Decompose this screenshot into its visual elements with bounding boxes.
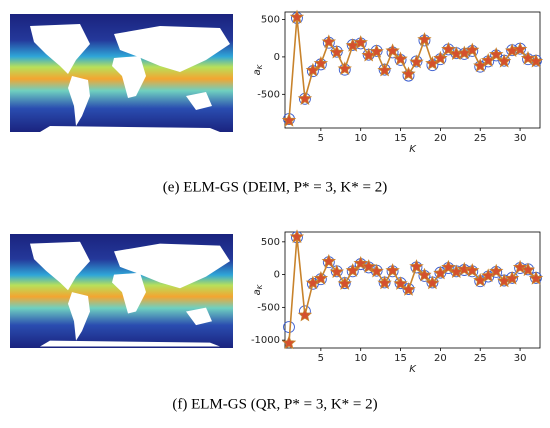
x-tick-label: 10 [354,353,367,364]
x-tick-label: 5 [318,353,324,364]
prediction-marker [512,259,528,274]
prediction-marker [313,270,329,285]
caption: (e) ELM-GS (DEIM, P* = 3, K* = 2) [163,179,387,195]
y-tick-label: 0 [274,52,280,63]
prediction-marker [329,44,344,59]
prediction-marker [377,62,392,77]
x-label: K [409,144,417,155]
x-label: K [409,364,417,375]
prediction-marker [528,53,544,68]
prediction-marker [297,91,313,105]
prediction-marker [321,34,337,49]
prediction-marker [433,50,448,65]
y-tick-label: -500 [257,89,280,100]
prediction-marker [377,275,392,290]
prediction-marker [289,229,305,244]
y-label: aK [252,283,264,295]
prediction-marker [329,264,344,279]
prediction-marker [520,262,536,277]
prediction-marker [337,276,352,290]
prediction-marker [353,35,368,49]
prediction-marker [457,261,472,276]
prediction-marker [385,43,400,58]
y-tick-label: -500 [257,302,280,313]
prediction-marker [417,267,432,282]
prediction-marker [528,270,544,285]
x-tick-label: 5 [318,133,324,144]
prediction-marker [281,335,297,350]
y-label-main: a [252,289,263,295]
prediction-marker [465,42,480,57]
prediction-marker [504,270,520,285]
prediction-marker [465,263,480,277]
prediction-marker [489,47,504,61]
prediction-marker [393,276,408,290]
plot-frame [284,231,541,349]
map-f [10,234,233,348]
prediction-marker [425,275,440,290]
prediction-marker [297,307,313,322]
prediction-marker [417,32,432,46]
prediction-marker [401,66,416,81]
x-tick-label: 10 [354,133,367,144]
prediction-marker [369,263,384,278]
x-tick-label: 20 [434,353,447,364]
y-label-sub: K [256,283,264,289]
prediction-marker [289,9,305,24]
y-tick-label: -1000 [251,335,280,346]
y-tick-label: 500 [261,237,280,248]
y-label-sub: K [256,63,264,69]
prediction-marker [497,53,512,68]
x-tick-label: 30 [514,353,527,364]
y-label-main: a [252,69,263,75]
y-label: aK [252,63,264,75]
prediction-marker [385,263,400,277]
prediction-marker [393,51,408,66]
prediction-marker [313,56,329,70]
x-tick-label: 15 [394,353,407,364]
x-tick-label: 20 [434,133,447,144]
caption: (f) ELM-GS (QR, P* = 3, K* = 2) [172,396,377,412]
prediction-marker [409,259,424,273]
prediction-marker [321,253,336,268]
x-tick-label: 25 [474,353,487,364]
prediction-marker [488,263,504,278]
prediction-marker [281,112,297,127]
prediction-marker [512,41,528,56]
plot-frame [284,11,541,129]
prediction-marker [401,282,416,296]
series-line [288,17,537,121]
prediction-marker [369,44,384,58]
x-tick-label: 15 [394,133,407,144]
x-tick-label: 30 [514,133,527,144]
y-tick-label: 0 [274,270,280,281]
prediction-marker [337,61,352,75]
map-e [10,14,233,132]
prediction-marker [409,54,424,69]
y-tick-label: 500 [261,14,280,25]
x-tick-label: 25 [474,133,487,144]
